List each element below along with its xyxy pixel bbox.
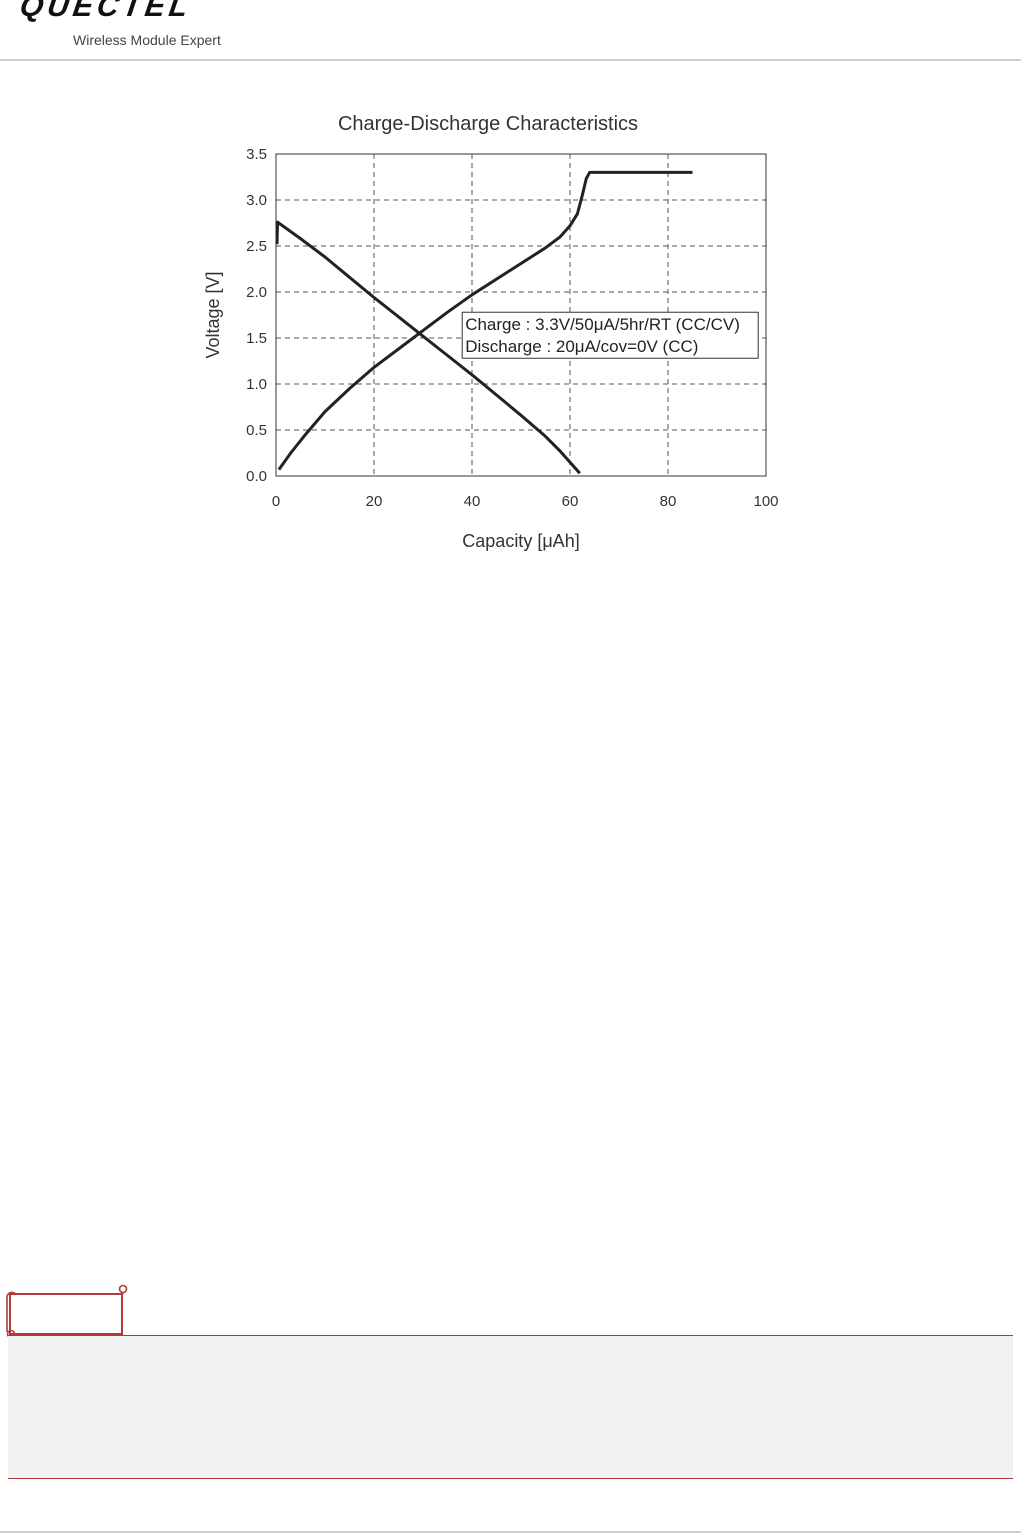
x-tick-label: 60 — [562, 493, 579, 510]
legend-box — [461, 311, 759, 359]
series-lines — [275, 170, 693, 475]
x-tick-label: 40 — [464, 493, 481, 510]
charge-discharge-chart: Charge-Discharge Characteristics 0 20 40 60… — [203, 113, 779, 551]
tagline: Wireless Module Expert — [73, 32, 221, 48]
y-tick-label: 0.5 — [246, 422, 267, 439]
y-tick-label: 2.5 — [246, 238, 267, 255]
y-tick-label: 1.0 — [246, 376, 267, 393]
y-tick-label: 0.0 — [246, 468, 267, 485]
y-tick-label: 3.0 — [246, 192, 267, 209]
x-tick-label: 100 — [753, 493, 778, 510]
legend-entry-charge: Charge : 3.3V/50μA/5hr/RT (CC/CV) — [465, 315, 740, 334]
page-header: QUECTEL Wireless Module Expert — [0, 0, 1021, 62]
plot-frame — [275, 153, 767, 477]
legend: Charge : 3.3V/50μA/5hr/RT (CC/CV) Discha… — [461, 311, 759, 359]
x-axis-label: Capacity [μAh] — [462, 531, 579, 551]
y-tick-label: 1.5 — [246, 330, 267, 347]
y-tick-label: 2.0 — [246, 284, 267, 301]
note-scroll-icon — [6, 1284, 128, 1338]
chart-title: Charge-Discharge Characteristics — [338, 113, 638, 135]
discharge-curve — [275, 220, 581, 475]
y-tick-label: 3.5 — [246, 146, 267, 163]
header-divider — [0, 59, 1021, 61]
legend-entry-discharge: Discharge : 20μA/cov=0V (CC) — [465, 337, 698, 356]
note-box — [8, 1335, 1013, 1479]
brand-name: QUECTEL — [17, 0, 194, 23]
x-tick-label: 20 — [366, 493, 383, 510]
footer-divider — [0, 1531, 1021, 1533]
y-axis-label: Voltage [V] — [203, 271, 223, 358]
quectel-logo: QUECTEL — [17, 0, 194, 26]
x-tick-label: 0 — [272, 493, 280, 510]
x-tick-label: 80 — [660, 493, 677, 510]
tick-labels: 0 20 40 60 80 100 0.0 0.5 1.0 1.5 2.0 2.5 3.0 3.5 — [246, 146, 778, 510]
charge-curve — [277, 170, 693, 471]
